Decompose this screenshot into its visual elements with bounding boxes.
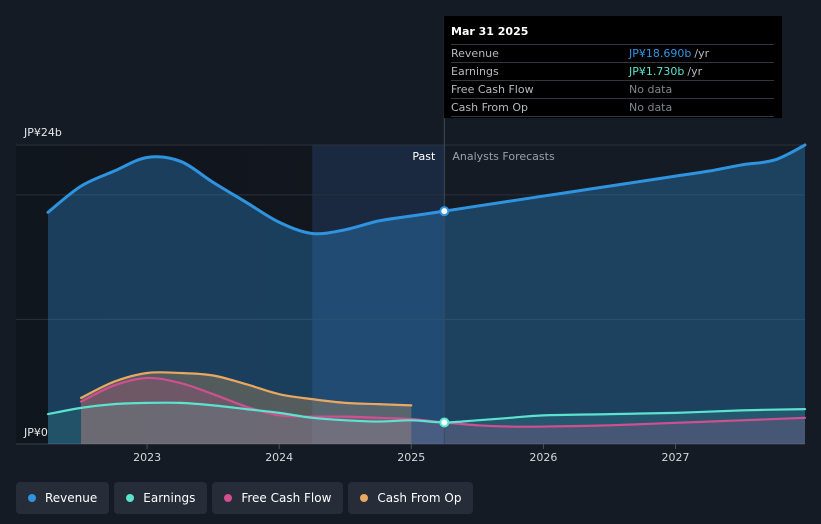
tooltip-row-revenue: Revenue JP¥18.690b /yr [451,44,774,62]
tooltip-label: Revenue [451,47,499,60]
legend-item-free-cash-flow[interactable]: Free Cash Flow [212,482,344,514]
x-tick-label: 2027 [662,451,690,464]
line-free-cash-flow [79,376,807,428]
tooltip-value: No data [629,83,673,96]
area-free-cash-flow [81,377,805,444]
legend-dot-icon [126,494,135,502]
legend-dot-icon [28,494,36,502]
tooltip-label: Cash From Op [451,101,529,114]
legend-dot-icon [360,494,369,502]
legend-item-revenue[interactable]: Revenue [16,482,110,514]
tooltip-date: Mar 31 2025 [451,25,529,38]
tooltip-value: JP¥1.730b [629,65,685,78]
tooltip-unit: /yr [687,65,703,78]
legend-label: Cash From Op [377,491,462,505]
x-tick-label: 2025 [397,451,425,464]
legend-item-cash-from-op[interactable]: Cash From Op [348,482,474,514]
y-axis-max-label: JP¥24b [23,126,62,139]
line-revenue [46,143,807,236]
line-earnings [46,401,807,424]
marker-revenue [439,206,450,217]
tooltip: Mar 31 2025 Revenue JP¥18.690b /yr Earni… [444,16,782,118]
tooltip-label: Earnings [451,65,499,78]
line-cash-from-op [79,371,413,407]
hover-markers [439,206,450,428]
y-axis-min-label: JP¥0 [23,426,48,439]
x-axis: 2023 2024 2025 2026 2027 [133,444,690,464]
series-lines [46,143,807,428]
legend-label: Free Cash Flow [241,491,332,505]
legend-item-earnings[interactable]: Earnings [114,482,208,514]
x-tick-label: 2026 [529,451,557,464]
forecast-label: Analysts Forecasts [452,150,555,163]
area-earnings [48,402,805,444]
tooltip-value: No data [629,101,673,114]
legend-dot-icon [224,494,233,502]
tooltip-unit: /yr [694,47,710,60]
area-revenue [48,145,805,444]
x-tick-label: 2024 [265,451,293,464]
series-areas [48,145,805,444]
tooltip-row-cash-from-op: Cash From Op No data [451,98,774,117]
past-label: Past [412,150,436,163]
legend: Revenue Earnings Free Cash Flow Cash Fro… [16,482,474,514]
legend-label: Revenue [45,491,98,505]
legend-label: Earnings [143,491,196,505]
tooltip-row-free-cash-flow: Free Cash Flow No data [451,80,774,98]
tooltip-row-earnings: Earnings JP¥1.730b /yr [451,62,774,80]
tooltip-value: JP¥18.690b [629,47,692,60]
marker-earnings [439,417,450,428]
x-tick-label: 2023 [133,451,161,464]
tooltip-label: Free Cash Flow [451,83,534,96]
